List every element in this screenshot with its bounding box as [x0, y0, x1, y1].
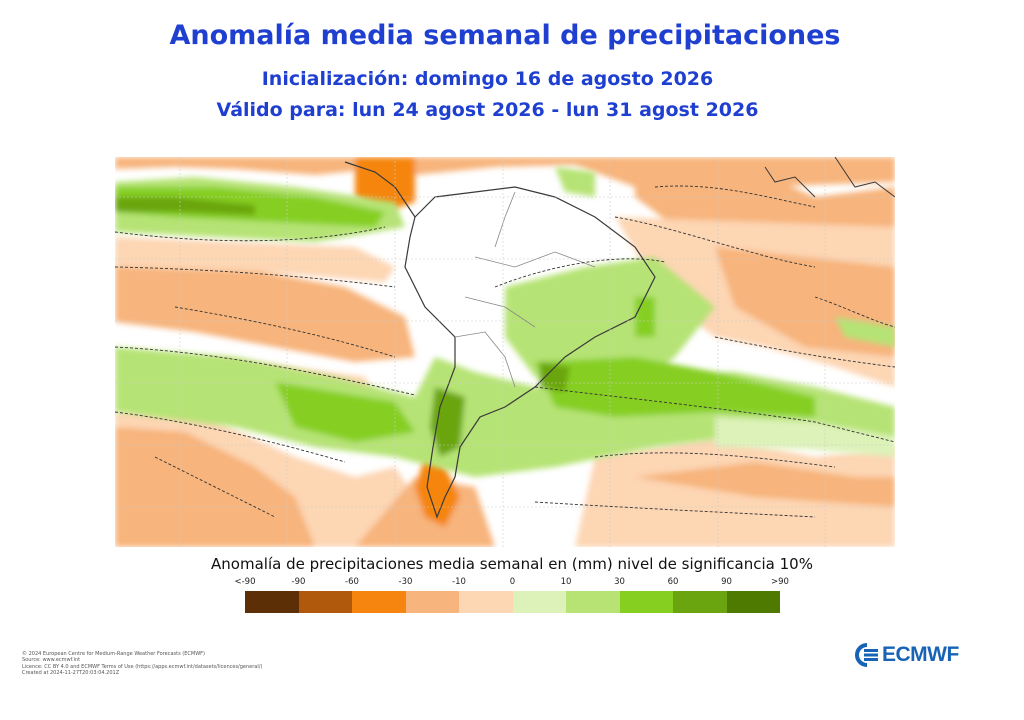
- legend-tick-label: 0: [509, 577, 516, 587]
- map-canvas: [115, 157, 895, 547]
- legend-colorbar: [245, 591, 780, 613]
- credit-line: Licence: CC BY 4.0 and ECMWF Terms of Us…: [22, 663, 263, 670]
- legend-swatch: [566, 591, 620, 613]
- logo-text: ECMWF: [882, 643, 959, 666]
- credit-line: © 2024 European Centre for Medium-Range …: [22, 651, 205, 657]
- legend-tick-label: 10: [560, 577, 572, 587]
- legend-tick-label: >90: [771, 577, 789, 587]
- legend-swatch: [298, 591, 352, 613]
- legend-swatch: [619, 591, 673, 613]
- credit-line: Source: www.ecmwf.int: [22, 657, 81, 664]
- legend-tick-label: 60: [667, 577, 679, 587]
- graticule: [115, 157, 895, 547]
- legend-ticks: <-90 -90 -60 -30 -10 0 10 30 60 90 >90: [232, 577, 792, 589]
- significance-contours: [115, 185, 895, 518]
- legend-tick-label: -10: [452, 577, 466, 587]
- legend-tick-label: <-90: [234, 577, 256, 587]
- legend-swatch: [726, 591, 780, 613]
- legend-tick-label: 30: [614, 577, 625, 587]
- legend-swatch: [352, 591, 406, 613]
- legend-tick-label: -90: [291, 577, 306, 587]
- credit-line: Created at 2024-11-27T20:03:04.201Z: [22, 669, 120, 676]
- wet-anomaly-areas: [115, 167, 895, 477]
- legend-swatch: [459, 591, 513, 613]
- ecmwf-logo: ECMWF: [854, 643, 974, 667]
- legend-tick-label: -60: [345, 577, 359, 587]
- precipitation-anomaly-map: [115, 157, 895, 547]
- valid-period: Válido para: lun 24 agost 2026 - lun 31 …: [216, 99, 759, 121]
- legend-swatch: [245, 591, 299, 613]
- legend-title: Anomalía de precipitaciones media semana…: [211, 555, 813, 573]
- initialization-date: Inicialización: domingo 16 de agosto 202…: [261, 68, 714, 90]
- continent-outline: [344, 157, 895, 519]
- legend-tick-label: -30: [398, 577, 413, 587]
- map-title: Anomalía media semanal de precipitacione…: [169, 20, 841, 51]
- ecmwf-logo-icon: [855, 643, 878, 667]
- legend-swatch: [512, 591, 566, 613]
- legend-swatch: [405, 591, 459, 613]
- credits: © 2024 European Centre for Medium-Range …: [22, 651, 342, 676]
- legend-tick-label: 90: [721, 577, 732, 587]
- legend-swatch: [673, 591, 727, 613]
